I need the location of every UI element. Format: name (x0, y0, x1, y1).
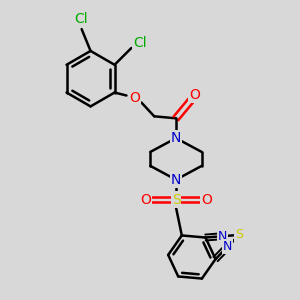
Text: O: O (201, 193, 212, 206)
Text: S: S (172, 193, 180, 206)
Text: S: S (235, 228, 243, 242)
Text: Cl: Cl (134, 36, 147, 50)
Text: O: O (189, 88, 200, 101)
Text: N: N (218, 230, 227, 243)
Text: Cl: Cl (74, 12, 88, 26)
Text: O: O (129, 92, 140, 106)
Text: O: O (140, 193, 151, 206)
Text: N: N (223, 241, 232, 254)
Text: N: N (171, 131, 181, 145)
Text: N: N (171, 173, 181, 187)
